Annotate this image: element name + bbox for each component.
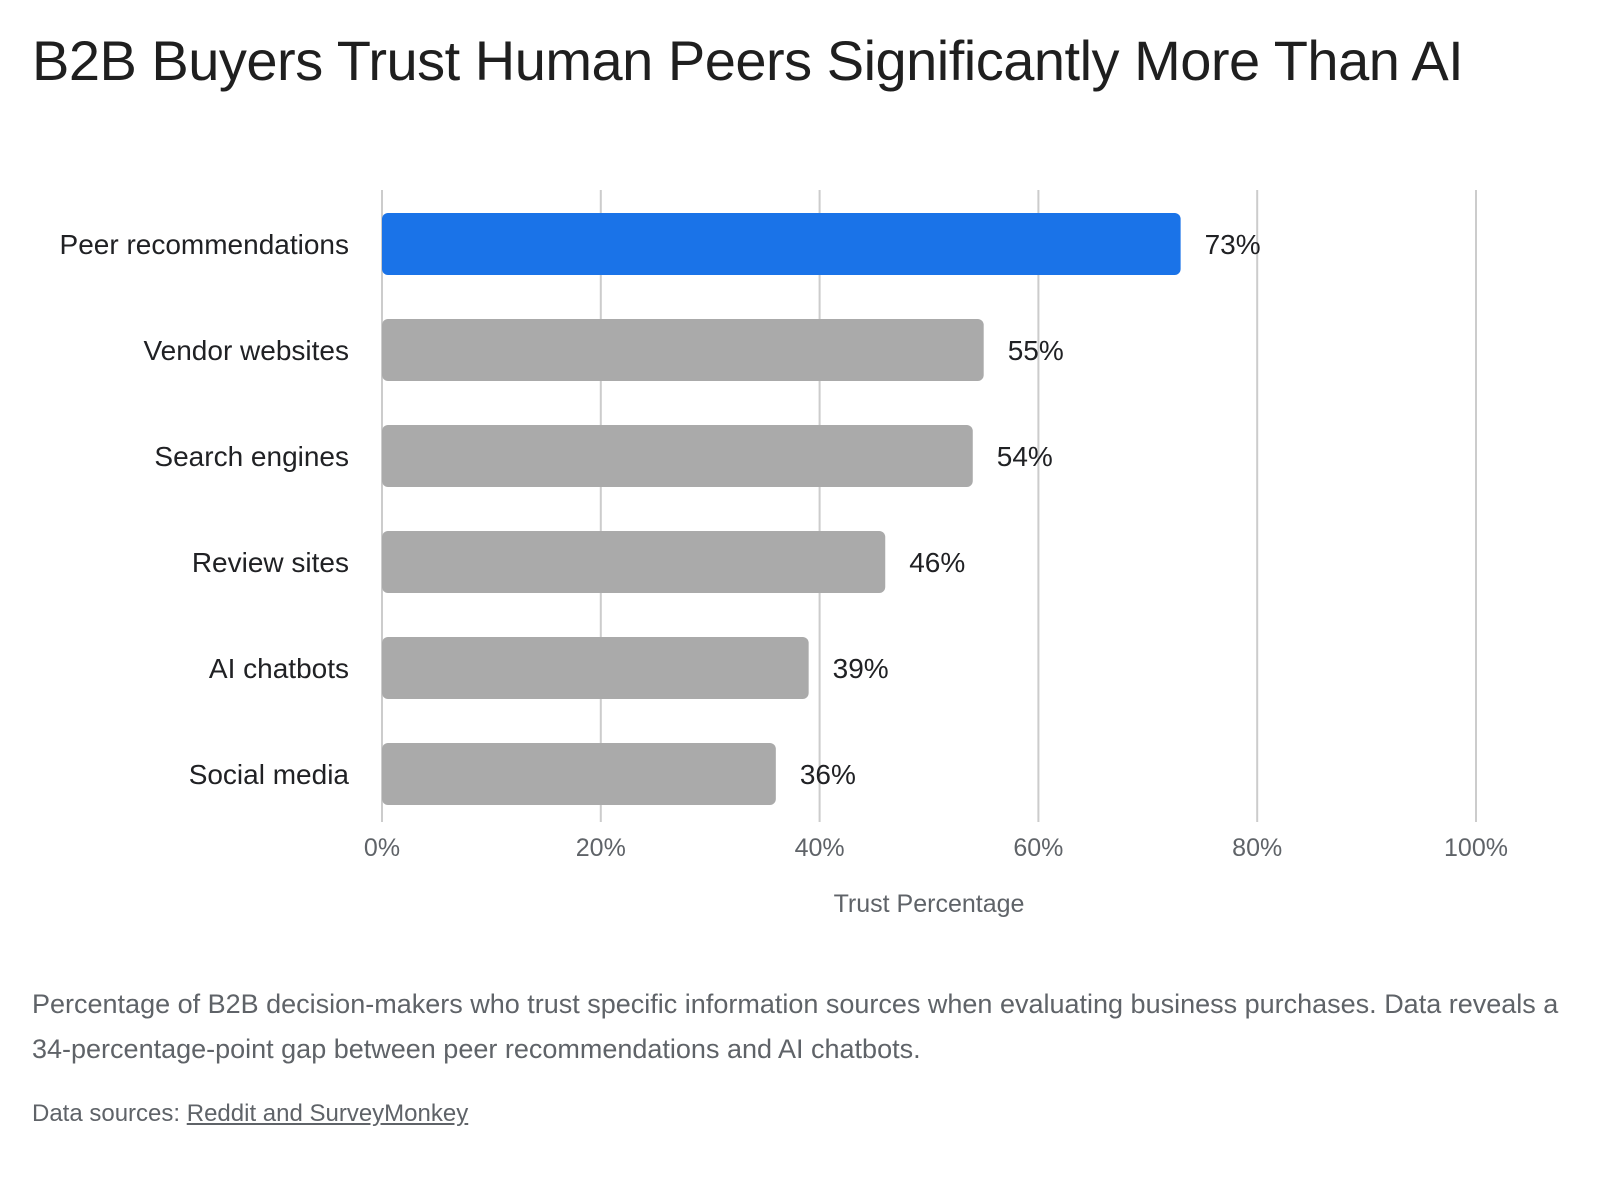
bar [382,637,809,699]
category-label: AI chatbots [209,653,349,684]
x-axis-title: Trust Percentage [834,890,1025,918]
category-label: Peer recommendations [60,229,349,260]
bar [382,531,886,593]
data-source-link[interactable]: Reddit and SurveyMonkey [186,1100,469,1127]
x-tick-labels: 0% 20% 40% 60% 80% 100% [364,834,1508,862]
bar [382,213,1181,275]
x-tick-label: 60% [1013,834,1063,862]
value-labels: 73% 55% 54% 46% 39% 36% [800,229,1261,790]
chart-caption: Percentage of B2B decision-makers who tr… [32,989,1559,1064]
x-tick-label: 20% [576,834,626,862]
x-tick-label: 80% [1232,834,1282,862]
category-labels: Peer recommendations Vendor websites Searc… [60,229,350,790]
category-label: Review sites [192,547,349,578]
bar [382,425,973,487]
category-label: Search engines [154,441,349,472]
value-label: 54% [997,441,1053,472]
data-source-prefix: Data sources: [32,1100,187,1127]
bars [382,213,1181,805]
value-label: 36% [800,759,856,790]
x-tick-label: 100% [1444,834,1508,862]
chart-title: B2B Buyers Trust Human Peers Significant… [32,29,1464,92]
category-label: Social media [189,759,350,790]
value-label: 73% [1205,229,1261,260]
x-tick-label: 40% [795,834,845,862]
value-label: 39% [833,653,889,684]
bar [382,743,776,805]
value-label: 55% [1008,335,1064,366]
bar-chart: Peer recommendations Vendor websites Searc… [60,190,1508,918]
x-tick-label: 0% [364,834,400,862]
data-source: Data sources: Reddit and SurveyMonkey [32,1100,468,1128]
category-label: Vendor websites [144,335,349,366]
bar [382,319,984,381]
value-label: 46% [909,547,965,578]
grid-lines [381,190,1477,822]
